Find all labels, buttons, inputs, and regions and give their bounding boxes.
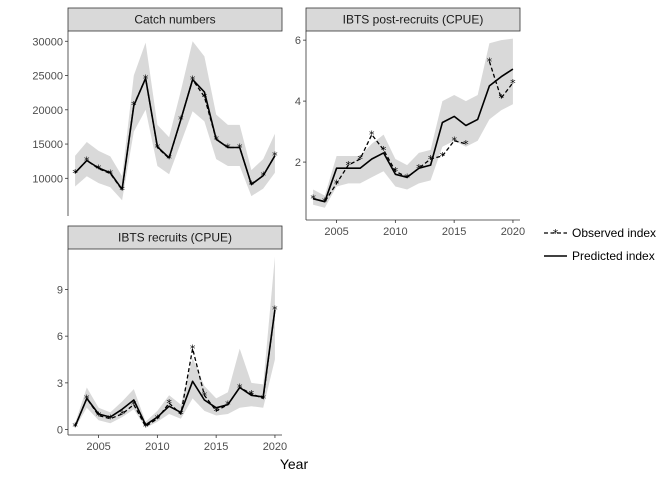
observed-point: * xyxy=(428,153,434,166)
y-tick-label: 6 xyxy=(57,331,63,343)
observed-point: * xyxy=(131,399,137,412)
observed-point: * xyxy=(190,343,196,356)
observed-point: * xyxy=(72,420,78,433)
x-tick-label: 2010 xyxy=(145,441,169,453)
y-tick-label: 9 xyxy=(57,284,63,296)
observed-point: * xyxy=(96,163,102,176)
observed-point: * xyxy=(451,135,457,148)
y-tick-label: 20000 xyxy=(32,105,63,117)
panel-strip xyxy=(67,225,283,250)
confidence-band xyxy=(75,41,275,201)
panel-title: Catch numbers xyxy=(134,13,215,27)
observed-point: * xyxy=(346,159,352,172)
observed-point: * xyxy=(463,138,469,151)
y-tick-label: 10000 xyxy=(32,173,63,185)
observed-point: * xyxy=(213,405,219,418)
x-tick-label: 2005 xyxy=(324,226,348,238)
panel-recruits: IBTS recruits (CPUE)*** * ********* ** * **03… xyxy=(57,225,287,453)
observed-point: * xyxy=(393,165,399,178)
observed-point: * xyxy=(357,153,363,166)
legend-observed-label: Observed index xyxy=(572,226,656,240)
predicted-line xyxy=(312,68,514,203)
observed-point: * xyxy=(96,410,102,423)
legend: * Observed index Predicted index xyxy=(544,226,656,263)
observed-point: * xyxy=(178,408,184,421)
predicted-line xyxy=(74,77,276,191)
observed-point: * xyxy=(119,184,125,197)
predicted-line xyxy=(74,309,276,427)
observed-point: * xyxy=(369,129,375,142)
panels: Catch numbers * * * * * * * * * * * * * * * * * * 10000 1500… xyxy=(32,7,525,453)
confidence-band xyxy=(75,256,275,428)
observed-point: * xyxy=(202,389,208,402)
y-tick-label: 25000 xyxy=(32,71,63,83)
panel-catch: Catch numbers*** *********** ****100001500… xyxy=(32,7,283,216)
observed-point: * xyxy=(202,91,208,104)
observed-point: * xyxy=(260,392,266,405)
observed-point: * xyxy=(249,388,255,401)
y-tick-label: 4 xyxy=(295,96,301,108)
panel-title: IBTS post-recruits (CPUE) xyxy=(343,13,484,27)
observed-point: * xyxy=(510,77,516,90)
observed-point: * xyxy=(440,150,446,163)
observed-point: * xyxy=(498,92,504,105)
legend-item-observed: * Observed index xyxy=(544,226,656,240)
observed-point: * xyxy=(334,177,340,190)
x-axis-title: Year xyxy=(280,456,309,472)
observed-point: * xyxy=(166,152,172,165)
legend-observed-asterisk-icon: * xyxy=(553,227,559,240)
x-tick-label: 2015 xyxy=(442,226,466,238)
legend-predicted-label: Predicted index xyxy=(572,249,655,263)
y-tick-label: 30000 xyxy=(32,36,63,48)
observed-point: * xyxy=(119,408,125,421)
x-tick-label: 2015 xyxy=(204,441,228,453)
panel-strip xyxy=(67,7,283,32)
observed-point: * xyxy=(166,397,172,410)
confidence-band xyxy=(313,38,513,208)
panel-strip xyxy=(305,7,521,32)
observed-point: * xyxy=(108,413,114,426)
observed-point: * xyxy=(143,420,149,433)
observed-point: * xyxy=(381,144,387,157)
y-tick-label: 6 xyxy=(295,35,301,47)
x-tick-label: 2020 xyxy=(501,226,525,238)
y-tick-label: 3 xyxy=(57,378,63,390)
observed-point: * xyxy=(487,56,493,69)
x-tick-label: 2020 xyxy=(263,441,287,453)
y-tick-label: 0 xyxy=(57,425,63,437)
x-tick-label: 2010 xyxy=(383,226,407,238)
y-tick-label: 2 xyxy=(295,157,301,169)
observed-point: * xyxy=(72,167,78,180)
x-tick-label: 2005 xyxy=(86,441,110,453)
panel-post-recruits: IBTS post-recruits (CPUE)* *** **** *** ** **… xyxy=(295,7,525,238)
observed-line xyxy=(312,61,514,203)
observed-point: * xyxy=(155,413,161,426)
panel-title: IBTS recruits (CPUE) xyxy=(118,231,232,245)
y-tick-label: 15000 xyxy=(32,139,63,151)
legend-item-predicted: Predicted index xyxy=(544,249,655,263)
